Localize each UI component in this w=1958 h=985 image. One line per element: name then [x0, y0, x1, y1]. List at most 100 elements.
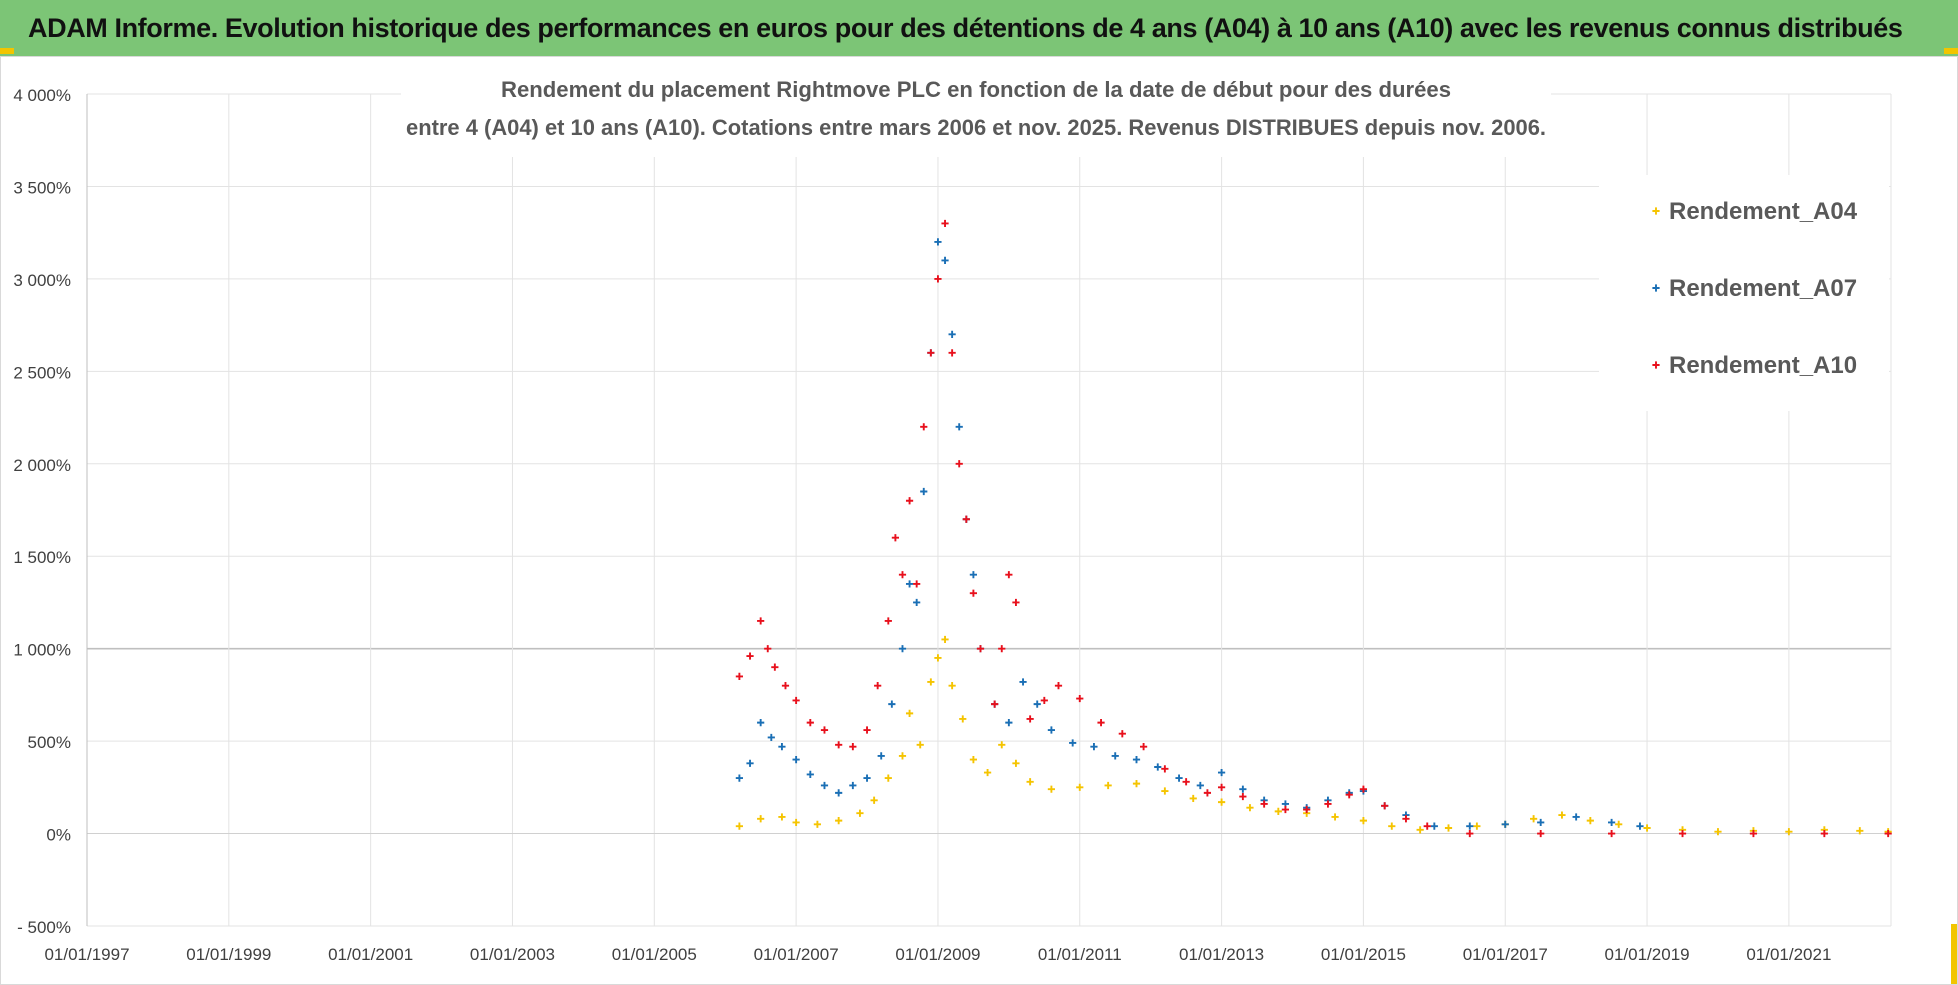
legend: Rendement_A04 Rendement_A07 Rendement_A10	[1599, 175, 1889, 411]
y-tick-label: 500%	[28, 733, 71, 752]
data-point	[1239, 792, 1247, 801]
data-point	[1430, 822, 1438, 830]
x-tick-label: 01/01/2011	[1038, 945, 1122, 964]
data-point	[976, 645, 985, 653]
data-point	[969, 756, 977, 764]
legend-marker	[1652, 284, 1660, 292]
data-point	[1019, 678, 1027, 686]
x-tick-label: 01/01/2021	[1746, 945, 1831, 964]
data-point	[1473, 822, 1481, 830]
data-point	[998, 645, 1006, 653]
x-tick-label: 01/01/2017	[1463, 945, 1548, 964]
data-point	[1111, 752, 1119, 760]
data-point	[1239, 785, 1247, 793]
data-point	[735, 774, 743, 782]
data-point	[746, 759, 754, 767]
chart-title-background	[401, 67, 1551, 157]
data-point	[1203, 789, 1212, 797]
data-point	[1161, 787, 1169, 795]
data-point	[1381, 802, 1389, 810]
data-point	[962, 515, 970, 523]
data-point	[1636, 822, 1644, 830]
data-point	[1416, 826, 1424, 834]
data-point	[1501, 820, 1509, 828]
x-tick-label: 01/01/2013	[1179, 945, 1264, 964]
report-title: ADAM Informe. Evolution historique des p…	[28, 12, 1903, 43]
data-point	[820, 781, 829, 790]
y-tick-label: 1 500%	[13, 548, 71, 567]
data-point	[1047, 726, 1055, 734]
data-point	[1132, 756, 1141, 764]
data-point	[806, 719, 814, 727]
x-tick-label: 01/01/2019	[1605, 945, 1690, 964]
data-point	[916, 741, 924, 749]
data-point	[835, 741, 843, 749]
data-point	[1104, 781, 1112, 790]
data-point	[1466, 829, 1474, 838]
data-point	[1281, 805, 1290, 814]
data-point	[1026, 715, 1034, 723]
data-point	[948, 349, 956, 357]
data-point	[863, 774, 871, 782]
data-point	[1359, 785, 1368, 793]
data-point	[1175, 774, 1183, 782]
data-point	[920, 423, 928, 431]
data-point	[820, 726, 829, 734]
x-tick-label: 01/01/2007	[754, 945, 839, 964]
data-point	[1537, 829, 1545, 838]
data-point	[1012, 598, 1020, 607]
data-point	[746, 652, 754, 660]
data-point	[884, 774, 892, 782]
legend-marker	[1652, 207, 1660, 215]
data-point	[948, 330, 956, 338]
data-point	[1714, 828, 1722, 836]
data-point	[898, 645, 907, 653]
data-point	[1785, 828, 1793, 836]
data-point	[1005, 719, 1013, 727]
data-point	[835, 789, 843, 797]
data-point	[1331, 813, 1339, 821]
data-point	[1097, 719, 1105, 727]
data-point	[849, 781, 857, 790]
chart-title-line-1: Rendement du placement Rightmove PLC en …	[501, 77, 1451, 102]
data-point	[1054, 682, 1063, 690]
data-point	[913, 598, 921, 607]
y-tick-label: 3 000%	[13, 271, 71, 290]
data-point	[1345, 791, 1353, 799]
data-point	[941, 256, 949, 264]
data-point	[934, 238, 942, 246]
data-point	[905, 709, 914, 717]
data-point	[1217, 783, 1226, 791]
report-banner: ADAM Informe. Evolution historique des p…	[0, 0, 1958, 56]
data-point	[856, 809, 864, 817]
data-point	[1749, 829, 1758, 838]
data-point	[1558, 811, 1566, 819]
data-point	[941, 635, 949, 644]
data-point	[757, 815, 765, 823]
data-point	[955, 423, 963, 431]
data-point	[941, 219, 949, 228]
data-point	[874, 682, 882, 690]
data-point	[1388, 822, 1396, 830]
data-point	[735, 822, 743, 830]
data-point	[863, 726, 871, 734]
data-point	[1076, 694, 1084, 703]
data-point	[767, 733, 775, 742]
data-point	[778, 743, 786, 751]
data-point	[1586, 817, 1594, 825]
data-point	[781, 682, 790, 690]
data-point	[1139, 743, 1148, 751]
data-point	[991, 700, 999, 708]
x-tick-label: 01/01/2001	[328, 945, 413, 964]
data-point	[959, 715, 967, 723]
x-tick-label: 01/01/1997	[44, 945, 129, 964]
data-point	[1423, 822, 1431, 830]
data-point	[1076, 783, 1084, 791]
data-point	[969, 571, 977, 579]
x-tick-label: 01/01/1999	[186, 945, 271, 964]
y-tick-label: 1 000%	[13, 641, 71, 660]
series-Rendement_A10	[735, 219, 1892, 838]
x-tick-label: 01/01/2009	[895, 945, 980, 964]
data-point	[764, 645, 772, 653]
data-point	[1359, 817, 1368, 825]
